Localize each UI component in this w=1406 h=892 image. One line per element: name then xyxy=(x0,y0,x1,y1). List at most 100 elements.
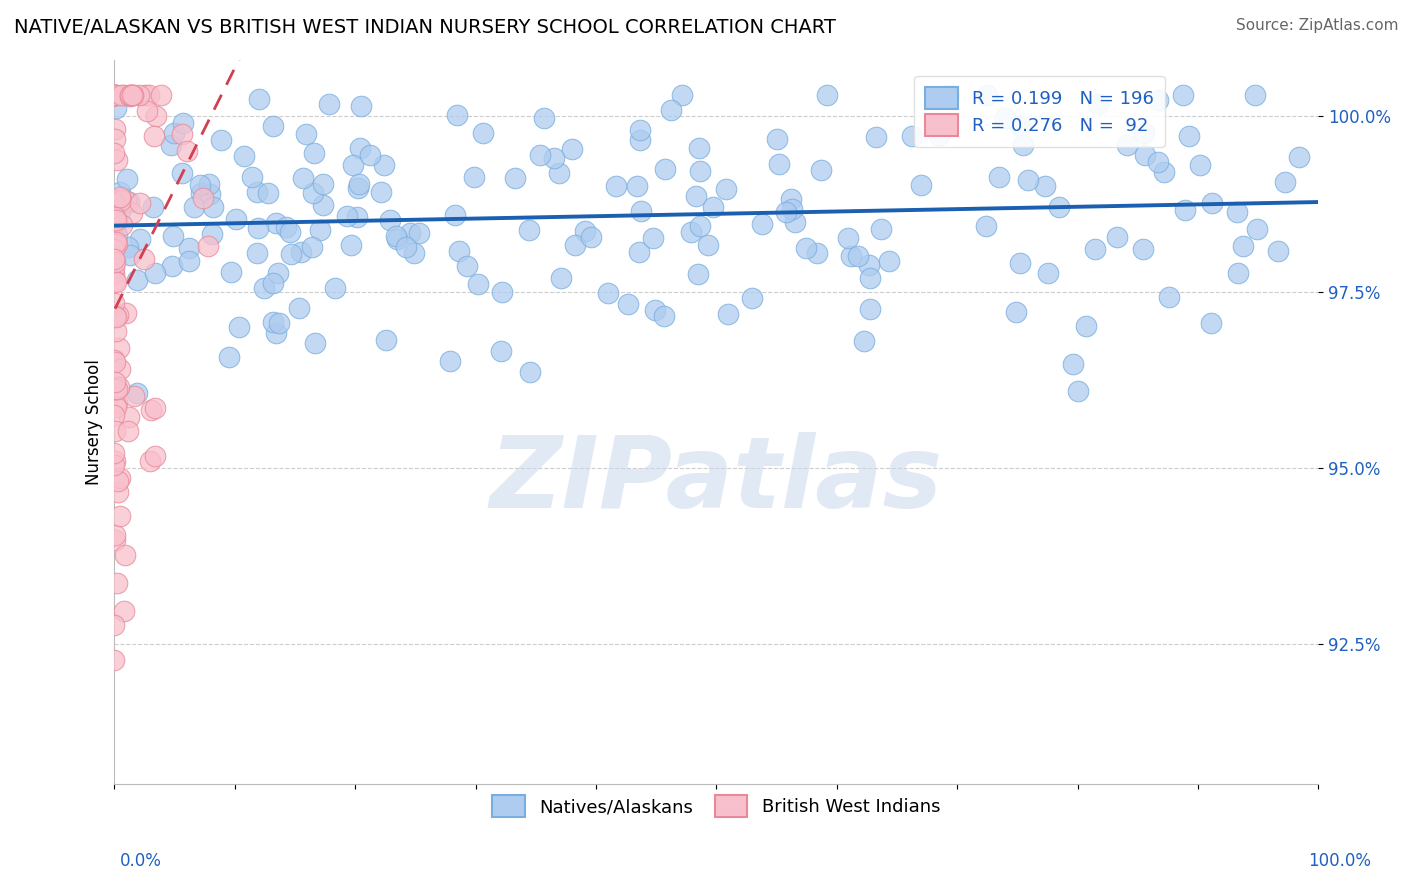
Point xyxy=(108,341,131,355)
Point xyxy=(1157,290,1180,304)
Point xyxy=(852,334,875,349)
Point xyxy=(342,158,364,172)
Point xyxy=(489,343,512,358)
Point xyxy=(346,181,368,195)
Point xyxy=(108,190,131,204)
Point xyxy=(1132,242,1154,256)
Point xyxy=(1201,316,1223,330)
Point xyxy=(128,87,150,102)
Point xyxy=(349,178,371,192)
Point xyxy=(456,259,478,273)
Point xyxy=(103,194,125,208)
Point xyxy=(1153,165,1175,179)
Point xyxy=(768,157,790,171)
Point xyxy=(630,203,652,218)
Text: NATIVE/ALASKAN VS BRITISH WEST INDIAN NURSERY SCHOOL CORRELATION CHART: NATIVE/ALASKAN VS BRITISH WEST INDIAN NU… xyxy=(14,18,837,37)
Point xyxy=(246,186,269,200)
Point xyxy=(689,219,711,233)
Point xyxy=(323,281,346,295)
Point xyxy=(105,237,128,252)
Point xyxy=(103,296,125,310)
Point xyxy=(472,126,495,140)
Point xyxy=(384,229,406,244)
Point xyxy=(1062,358,1084,372)
Point xyxy=(974,219,997,234)
Point xyxy=(104,210,127,224)
Point xyxy=(301,186,323,200)
Point xyxy=(104,275,127,289)
Point xyxy=(107,474,129,488)
Point xyxy=(121,87,143,102)
Point xyxy=(246,246,269,260)
Point xyxy=(201,200,224,214)
Point xyxy=(626,179,648,194)
Point xyxy=(491,285,513,299)
Point xyxy=(103,87,125,102)
Point xyxy=(103,195,125,210)
Point xyxy=(262,276,284,290)
Point xyxy=(301,240,323,254)
Point xyxy=(579,230,602,244)
Point xyxy=(870,222,893,236)
Point xyxy=(143,401,166,416)
Point xyxy=(605,178,627,193)
Point xyxy=(295,127,318,141)
Point xyxy=(1267,244,1289,258)
Point xyxy=(858,258,880,272)
Point xyxy=(1084,242,1107,256)
Point xyxy=(197,238,219,252)
Point xyxy=(110,87,132,102)
Point xyxy=(160,137,183,152)
Point xyxy=(145,266,167,280)
Point xyxy=(659,103,682,118)
Point xyxy=(170,166,193,180)
Point xyxy=(543,151,565,165)
Point xyxy=(529,148,551,162)
Point xyxy=(976,87,998,102)
Text: Source: ZipAtlas.com: Source: ZipAtlas.com xyxy=(1236,18,1399,33)
Point xyxy=(374,333,396,347)
Point xyxy=(179,241,201,255)
Point xyxy=(681,225,703,239)
Point xyxy=(104,454,127,468)
Point xyxy=(408,226,430,240)
Point xyxy=(103,216,125,230)
Point xyxy=(340,237,363,252)
Point xyxy=(120,87,142,102)
Point xyxy=(1147,154,1170,169)
Point xyxy=(105,310,128,324)
Point xyxy=(404,246,426,260)
Point xyxy=(810,162,832,177)
Point xyxy=(127,272,149,286)
Point xyxy=(122,87,145,102)
Point xyxy=(780,202,803,216)
Point xyxy=(138,87,160,102)
Point xyxy=(901,128,924,143)
Point xyxy=(104,383,127,397)
Point xyxy=(107,484,129,499)
Point xyxy=(143,449,166,463)
Point xyxy=(689,164,711,178)
Point xyxy=(240,170,263,185)
Point xyxy=(928,128,950,143)
Point xyxy=(108,362,131,376)
Point xyxy=(114,306,136,320)
Point xyxy=(596,286,619,301)
Point xyxy=(139,402,162,417)
Point xyxy=(652,310,675,324)
Point xyxy=(142,128,165,143)
Point xyxy=(702,200,724,214)
Point xyxy=(751,217,773,231)
Point xyxy=(399,227,422,241)
Point xyxy=(103,653,125,667)
Point xyxy=(103,618,125,632)
Point xyxy=(517,223,540,237)
Point xyxy=(641,231,664,245)
Point xyxy=(336,210,359,224)
Point xyxy=(794,242,817,256)
Point xyxy=(1244,87,1267,102)
Point xyxy=(1133,126,1156,140)
Point xyxy=(105,400,128,414)
Point xyxy=(444,209,467,223)
Legend: Natives/Alaskans, British West Indians: Natives/Alaskans, British West Indians xyxy=(484,786,949,826)
